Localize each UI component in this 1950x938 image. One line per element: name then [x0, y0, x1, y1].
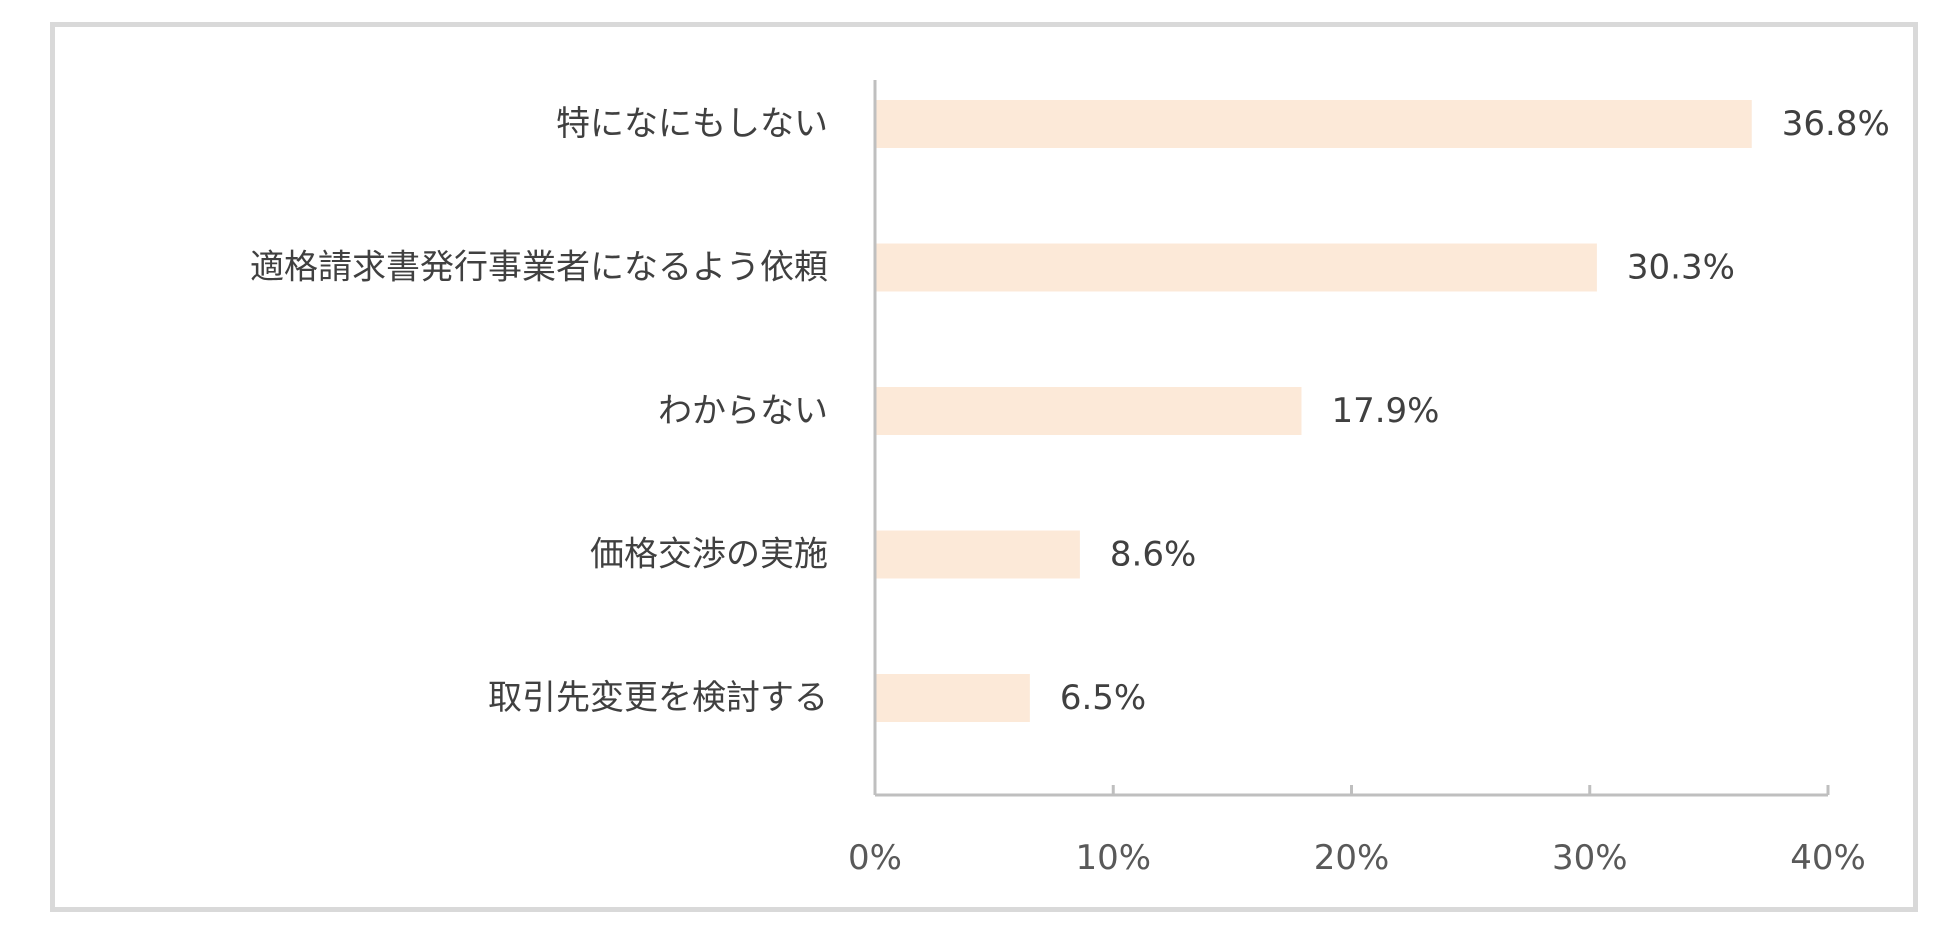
x-tick-label: 0% — [848, 838, 902, 878]
x-tick-label: 10% — [1075, 838, 1151, 878]
data-label: 17.9% — [1331, 391, 1439, 431]
category-label: 価格交渉の実施 — [590, 535, 828, 575]
category-label: わからない — [658, 391, 828, 431]
x-tick-label: 20% — [1314, 838, 1390, 878]
bar — [875, 674, 1030, 722]
data-label: 6.5% — [1060, 678, 1146, 718]
bar — [875, 387, 1302, 435]
data-label: 8.6% — [1110, 535, 1196, 575]
category-label: 取引先変更を検討する — [488, 678, 828, 718]
x-tick-label: 30% — [1552, 838, 1628, 878]
x-tick-label: 40% — [1790, 838, 1866, 878]
data-label: 30.3% — [1627, 248, 1735, 288]
bar — [875, 530, 1080, 579]
category-label: 適格請求書発行事業者になるよう依頼 — [250, 248, 828, 288]
chart-frame — [50, 22, 1918, 912]
category-label: 特になにもしない — [556, 104, 828, 144]
bar — [875, 100, 1752, 148]
data-label: 36.8% — [1782, 104, 1890, 144]
bar — [875, 243, 1597, 292]
